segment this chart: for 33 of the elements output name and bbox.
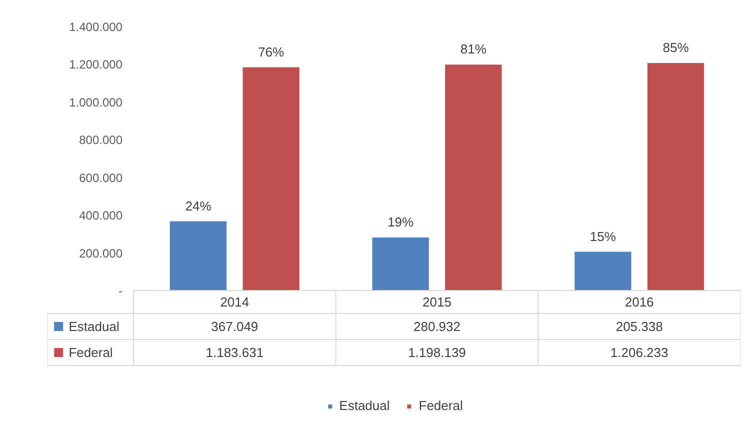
data-label: 1.183.631	[206, 345, 264, 360]
y-tick-label: 1.400.000	[69, 20, 123, 34]
bar	[242, 67, 300, 290]
y-tick-label: 400.000	[79, 208, 123, 223]
y-tick-label: -	[118, 284, 122, 298]
data-label: 1.198.139	[408, 345, 466, 360]
bar	[445, 64, 502, 290]
annotation: 19%	[388, 214, 414, 230]
annotation: 81%	[460, 42, 487, 57]
legend-label: Federal	[418, 398, 463, 413]
bar	[170, 221, 227, 290]
data-label: 367.049	[211, 319, 258, 334]
y-tick-label: 200.000	[79, 246, 123, 260]
text: Federal	[68, 345, 113, 360]
x-tick-label: 2016	[624, 294, 654, 310]
legend-label: Estadual	[68, 319, 120, 334]
x-tick-label: 2015	[422, 294, 452, 310]
bar	[372, 238, 429, 290]
annotation: 15%	[590, 228, 616, 244]
bar	[647, 63, 704, 290]
y-tick-label: 600.000	[79, 170, 123, 185]
y-tick-label: 1.200.000	[69, 58, 123, 72]
data-label: 205.338	[616, 319, 663, 334]
x-tick-label: 2014	[220, 294, 250, 310]
annotation: 24%	[185, 198, 212, 214]
data-label: 1.206.233	[610, 345, 668, 360]
annotation: 85%	[662, 40, 690, 56]
bar	[574, 252, 632, 290]
y-tick-label: 1.000.000	[69, 95, 123, 110]
annotation: 76%	[258, 44, 285, 60]
y-tick-label: 800.000	[79, 133, 123, 148]
data-label: 280.932	[414, 319, 460, 334]
text: Estadual	[339, 398, 390, 413]
